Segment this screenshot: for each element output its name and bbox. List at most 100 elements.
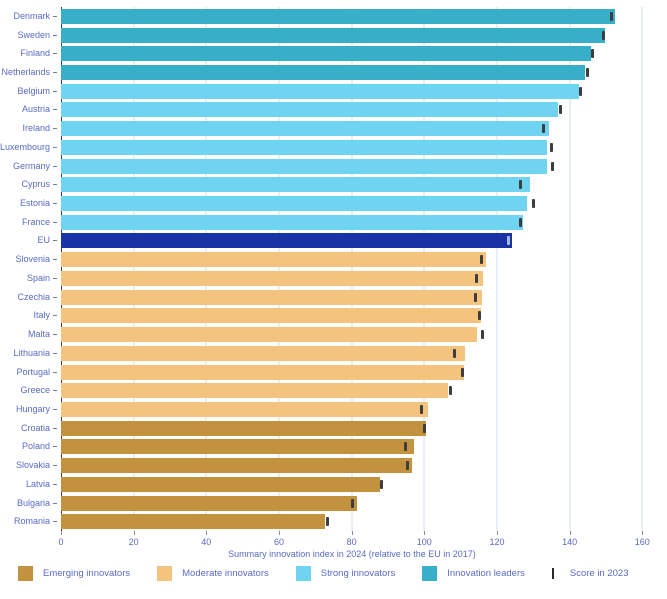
bar-poland[interactable]: [61, 439, 414, 455]
bar-estonia[interactable]: [61, 196, 527, 212]
score-2023-marker-latvia[interactable]: [379, 479, 383, 489]
x-tick-dash-80: [351, 531, 353, 535]
bar-slovakia[interactable]: [61, 458, 412, 474]
bar-belgium[interactable]: [61, 83, 580, 99]
score-2023-marker-slovenia[interactable]: [479, 255, 483, 265]
score-2023-marker-hungary[interactable]: [420, 404, 424, 414]
score-2023-marker-romania[interactable]: [326, 517, 330, 527]
y-label-malta: Malta: [27, 329, 50, 340]
bar-track: [61, 270, 667, 286]
y-tick-dash: [53, 240, 57, 242]
bar-denmark[interactable]: [61, 8, 616, 24]
score-2023-marker-portugal[interactable]: [460, 367, 464, 377]
score-marker-icon: [551, 568, 554, 579]
bar-eu[interactable]: [61, 233, 512, 249]
y-tick-dash: [53, 352, 57, 354]
bar-slovenia[interactable]: [61, 252, 487, 268]
score-2023-marker-finland[interactable]: [591, 49, 595, 59]
legend-item-emerging-innovators[interactable]: Emerging innovators: [18, 566, 130, 581]
y-tick-dash: [53, 128, 57, 130]
y-label-netherlands: Netherlands: [1, 67, 50, 78]
score-2023-marker-austria[interactable]: [559, 105, 563, 115]
y-label-greece: Greece: [20, 385, 50, 396]
bar-czechia[interactable]: [61, 289, 482, 305]
y-tick-dash: [53, 427, 57, 429]
score-2023-marker-estonia[interactable]: [531, 199, 535, 209]
bar-spain[interactable]: [61, 270, 484, 286]
y-label-italy: Italy: [33, 310, 50, 321]
score-2023-marker-italy[interactable]: [477, 311, 481, 321]
legend-swatch-innovation-leaders: [422, 566, 438, 581]
score-2023-marker-lithuania[interactable]: [453, 348, 457, 358]
score-2023-marker-malta[interactable]: [480, 330, 484, 340]
y-tick-dash: [53, 296, 57, 298]
bar-malta[interactable]: [61, 327, 478, 343]
score-2023-marker-slovakia[interactable]: [405, 461, 409, 471]
score-2023-marker-france[interactable]: [519, 217, 523, 227]
score-2023-marker-bulgaria[interactable]: [351, 498, 355, 508]
legend: Emerging innovators Moderate innovators St…: [18, 566, 628, 581]
bar-latvia[interactable]: [61, 476, 380, 492]
legend-item-innovation-leaders[interactable]: Innovation leaders: [422, 566, 525, 581]
score-2023-marker-sweden[interactable]: [601, 30, 605, 40]
bar-track: [61, 83, 667, 99]
legend-item-moderate-innovators[interactable]: Moderate innovators: [157, 566, 269, 581]
score-2023-marker-netherlands[interactable]: [585, 68, 589, 78]
chart-row-hungary: Hungary: [0, 400, 667, 419]
score-2023-marker-cyprus[interactable]: [519, 180, 523, 190]
bar-greece[interactable]: [61, 383, 449, 399]
chart-row-croatia: Croatia: [0, 419, 667, 438]
bar-germany[interactable]: [61, 158, 547, 174]
bar-cyprus[interactable]: [61, 177, 531, 193]
y-label-luxembourg: Luxembourg: [0, 141, 51, 152]
y-tick-dash: [53, 203, 57, 205]
chart-row-eu: EU: [0, 232, 667, 251]
bar-luxembourg[interactable]: [61, 139, 548, 155]
bar-italy[interactable]: [61, 308, 482, 324]
y-label-germany: Germany: [12, 160, 50, 171]
bar-track: [61, 46, 667, 62]
score-2023-marker-denmark[interactable]: [609, 11, 613, 21]
chart-row-latvia: Latvia: [0, 475, 667, 494]
bar-france[interactable]: [61, 214, 524, 230]
legend-label-innovation-leaders: Innovation leaders: [447, 568, 525, 579]
chart-row-slovenia: Slovenia: [0, 250, 667, 269]
bar-ireland[interactable]: [61, 121, 549, 137]
bar-sweden[interactable]: [61, 27, 606, 43]
y-tick-dash: [53, 521, 57, 523]
score-2023-marker-croatia[interactable]: [422, 423, 426, 433]
score-2023-marker-eu[interactable]: [507, 236, 511, 246]
score-2023-marker-spain[interactable]: [474, 273, 478, 283]
y-tick-dash: [53, 34, 57, 36]
bar-portugal[interactable]: [61, 364, 465, 380]
score-2023-marker-czechia[interactable]: [474, 292, 478, 302]
score-2023-marker-ireland[interactable]: [542, 124, 546, 134]
y-label-sweden: Sweden: [17, 29, 50, 40]
score-2023-marker-belgium[interactable]: [578, 86, 582, 96]
x-tick-label-160: 160: [634, 537, 650, 547]
legend-item-strong-innovators[interactable]: Strong innovators: [295, 566, 395, 581]
gridline-120: [495, 7, 498, 531]
score-2023-marker-germany[interactable]: [551, 161, 555, 171]
bar-track: [61, 420, 667, 436]
y-label-portugal: Portugal: [16, 366, 50, 377]
chart-row-portugal: Portugal: [0, 363, 667, 382]
x-tick-dash-160: [642, 531, 644, 535]
bar-finland[interactable]: [61, 46, 592, 62]
score-2023-marker-greece[interactable]: [448, 386, 452, 396]
bar-track: [61, 345, 667, 361]
bar-track: [61, 158, 667, 174]
bar-netherlands[interactable]: [61, 65, 586, 81]
legend-item-score-in-2023[interactable]: Score in 2023: [551, 568, 628, 579]
x-tick-label-20: 20: [128, 537, 139, 547]
bar-lithuania[interactable]: [61, 345, 466, 361]
score-2023-marker-luxembourg[interactable]: [550, 142, 554, 152]
chart-row-estonia: Estonia: [0, 194, 667, 213]
x-tick-label-100: 100: [416, 537, 432, 547]
bar-romania[interactable]: [61, 514, 326, 530]
bar-bulgaria[interactable]: [61, 495, 358, 511]
bar-croatia[interactable]: [61, 420, 427, 436]
bar-austria[interactable]: [61, 102, 558, 118]
score-2023-marker-poland[interactable]: [403, 442, 407, 452]
bar-hungary[interactable]: [61, 401, 429, 417]
